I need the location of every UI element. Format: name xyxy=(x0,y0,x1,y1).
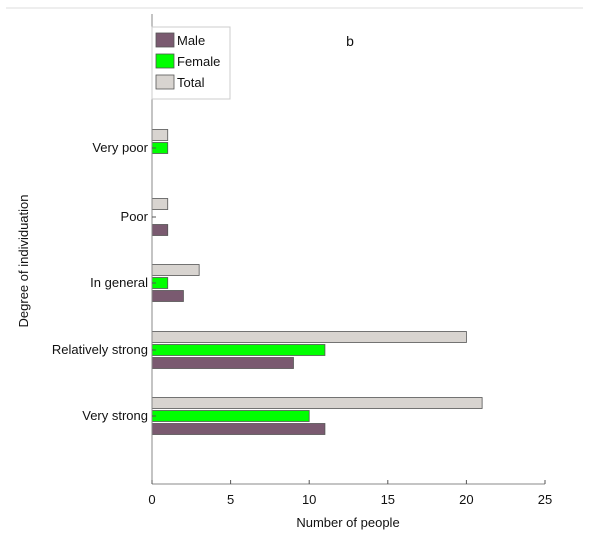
legend-label-female: Female xyxy=(177,54,220,69)
bar-female-very-strong xyxy=(151,410,310,422)
legend-label-male: Male xyxy=(177,33,205,48)
x-tick-label-10: 10 xyxy=(302,492,316,507)
axis-labels-group: b Number of people Degree of individuati… xyxy=(16,33,400,530)
bar-male-poor xyxy=(151,224,169,236)
y-tick-label-very-strong: Very strong xyxy=(82,408,148,423)
ticks-group: Very poor Poor In general Relatively strong… xyxy=(52,140,552,507)
x-axis-title: Number of people xyxy=(296,515,399,530)
legend: Male Female Total xyxy=(151,26,231,100)
bar-total-very-strong xyxy=(151,397,483,409)
legend-swatch-male xyxy=(155,32,175,48)
y-tick-label-very-poor: Very poor xyxy=(92,140,148,155)
legend-label-total: Total xyxy=(177,75,205,90)
x-tick-label-15: 15 xyxy=(381,492,395,507)
x-tick-label-25: 25 xyxy=(538,492,552,507)
bar-male-relatively-strong xyxy=(151,357,294,369)
legend-swatch-female xyxy=(155,53,175,69)
x-tick-label-20: 20 xyxy=(459,492,473,507)
y-tick-label-poor: Poor xyxy=(121,209,149,224)
bar-total-very-poor xyxy=(151,129,169,141)
bar-male-very-strong xyxy=(151,423,326,435)
x-tick-label-5: 5 xyxy=(227,492,234,507)
y-tick-label-relatively-strong: Relatively strong xyxy=(52,342,148,357)
panel-label: b xyxy=(346,33,354,49)
legend-swatch-total xyxy=(155,74,175,90)
bar-total-in-general xyxy=(151,264,200,276)
bars-group xyxy=(151,129,483,435)
bar-total-poor xyxy=(151,198,169,210)
y-axis-title: Degree of individuation xyxy=(16,195,31,328)
bar-female-relatively-strong xyxy=(151,344,326,356)
bar-total-relatively-strong xyxy=(151,331,467,343)
x-tick-label-0: 0 xyxy=(148,492,155,507)
y-tick-label-in-general: In general xyxy=(90,275,148,290)
bar-male-in-general xyxy=(151,290,184,302)
